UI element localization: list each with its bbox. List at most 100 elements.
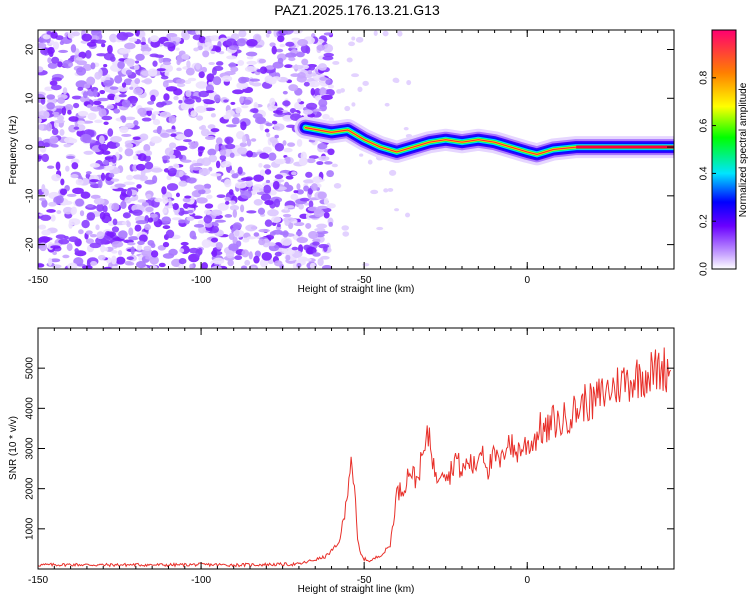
noise-blob <box>202 42 214 51</box>
noise-blob <box>293 190 299 194</box>
noise-blob <box>147 68 158 77</box>
noise-blob <box>192 235 197 240</box>
noise-blob <box>47 57 52 64</box>
noise-blob <box>203 183 212 190</box>
noise-blob <box>306 246 317 255</box>
noise-blob <box>185 67 195 76</box>
noise-blob <box>124 142 134 149</box>
noise-blob <box>403 127 409 131</box>
noise-blob <box>141 79 152 84</box>
noise-blob <box>160 102 167 106</box>
noise-blob <box>166 183 179 191</box>
noise-blob <box>41 153 50 163</box>
noise-blob <box>231 117 240 125</box>
colorbar-gradient <box>711 29 737 270</box>
noise-blob <box>48 201 57 207</box>
noise-blob <box>326 170 335 178</box>
noise-blob <box>322 113 330 120</box>
noise-blob <box>201 239 212 248</box>
noise-blob <box>264 219 273 227</box>
noise-blob <box>144 179 156 185</box>
noise-blob <box>246 138 252 147</box>
noise-blob <box>367 159 373 165</box>
noise-blob <box>178 219 186 224</box>
noise-blob <box>38 155 43 160</box>
noise-blob <box>276 223 281 228</box>
noise-blob <box>282 100 291 107</box>
noise-blob <box>38 117 42 124</box>
noise-blob <box>237 59 245 66</box>
noise-blob <box>152 60 158 67</box>
noise-blob <box>55 234 67 240</box>
noise-blob <box>163 93 170 101</box>
noise-blob <box>130 99 137 104</box>
noise-blob <box>161 186 167 195</box>
noise-blob <box>90 260 98 266</box>
x-tick-label: 0 <box>524 275 530 286</box>
noise-blob <box>147 217 154 223</box>
noise-blob <box>306 157 316 164</box>
spectrogram-frame <box>37 29 675 270</box>
noise-blob <box>257 207 266 215</box>
y-tick-label: -10 <box>25 188 36 203</box>
noise-blob <box>58 115 64 122</box>
noise-blob <box>62 87 68 95</box>
noise-blob <box>75 198 85 207</box>
noise-blob <box>67 262 78 269</box>
noise-blob <box>120 200 127 210</box>
noise-blob <box>305 46 311 54</box>
noise-blob <box>200 124 207 130</box>
y-tick-label: 0 <box>25 144 36 150</box>
noise-blob <box>146 109 152 117</box>
noise-blob <box>184 80 192 85</box>
noise-blob <box>284 64 293 69</box>
noise-blob <box>106 105 115 110</box>
noise-blob <box>328 221 333 227</box>
noise-blob <box>59 129 65 136</box>
noise-blob <box>200 128 210 137</box>
noise-blob <box>58 238 70 245</box>
noise-blob <box>183 128 194 138</box>
noise-blob <box>150 167 163 173</box>
noise-blob <box>384 102 390 107</box>
noise-blob <box>261 251 273 261</box>
noise-blob <box>351 73 360 78</box>
noise-blob <box>121 82 127 88</box>
snr-ylabel: SNR (10 * v/v) <box>8 416 19 480</box>
noise-blob <box>57 61 63 68</box>
noise-blob <box>202 98 212 103</box>
noise-blob <box>259 169 266 176</box>
noise-blob <box>73 126 80 130</box>
noise-blob <box>165 229 175 239</box>
noise-blob <box>267 30 272 34</box>
noise-blob <box>351 36 356 41</box>
noise-blob <box>259 122 264 131</box>
noise-blob <box>149 53 160 58</box>
noise-blob <box>291 64 304 70</box>
noise-blob <box>191 162 204 167</box>
noise-blob <box>221 75 233 82</box>
noise-blob <box>235 107 242 114</box>
noise-blob <box>271 216 282 223</box>
noise-blob <box>211 249 218 258</box>
noise-blob <box>115 256 126 265</box>
noise-blob <box>309 262 316 269</box>
noise-blob <box>296 262 302 268</box>
noise-blob <box>307 187 313 195</box>
noise-blob <box>210 266 222 269</box>
x-tick-label: -150 <box>28 575 48 586</box>
noise-blob <box>260 193 272 202</box>
noise-blob <box>152 111 160 115</box>
noise-blob <box>312 176 323 184</box>
noise-blob <box>320 255 330 260</box>
noise-blob <box>246 236 257 240</box>
noise-blob <box>113 108 121 114</box>
noise-blob <box>251 82 262 87</box>
noise-blob <box>163 42 175 48</box>
noise-blob <box>100 244 106 253</box>
noise-blob <box>383 188 389 193</box>
noise-blob <box>310 183 318 191</box>
noise-blob <box>94 39 107 44</box>
noise-blob <box>228 243 239 252</box>
noise-blob <box>253 232 260 237</box>
